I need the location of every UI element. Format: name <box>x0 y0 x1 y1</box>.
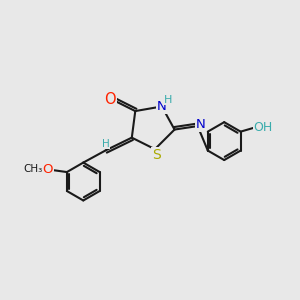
Text: H: H <box>102 139 110 149</box>
Text: O: O <box>42 163 53 176</box>
Text: H: H <box>164 95 172 105</box>
Text: O: O <box>104 92 116 107</box>
Text: OH: OH <box>254 121 273 134</box>
Text: CH₃: CH₃ <box>23 164 43 174</box>
Text: S: S <box>152 148 161 162</box>
Text: N: N <box>196 118 206 131</box>
Text: N: N <box>157 100 167 113</box>
